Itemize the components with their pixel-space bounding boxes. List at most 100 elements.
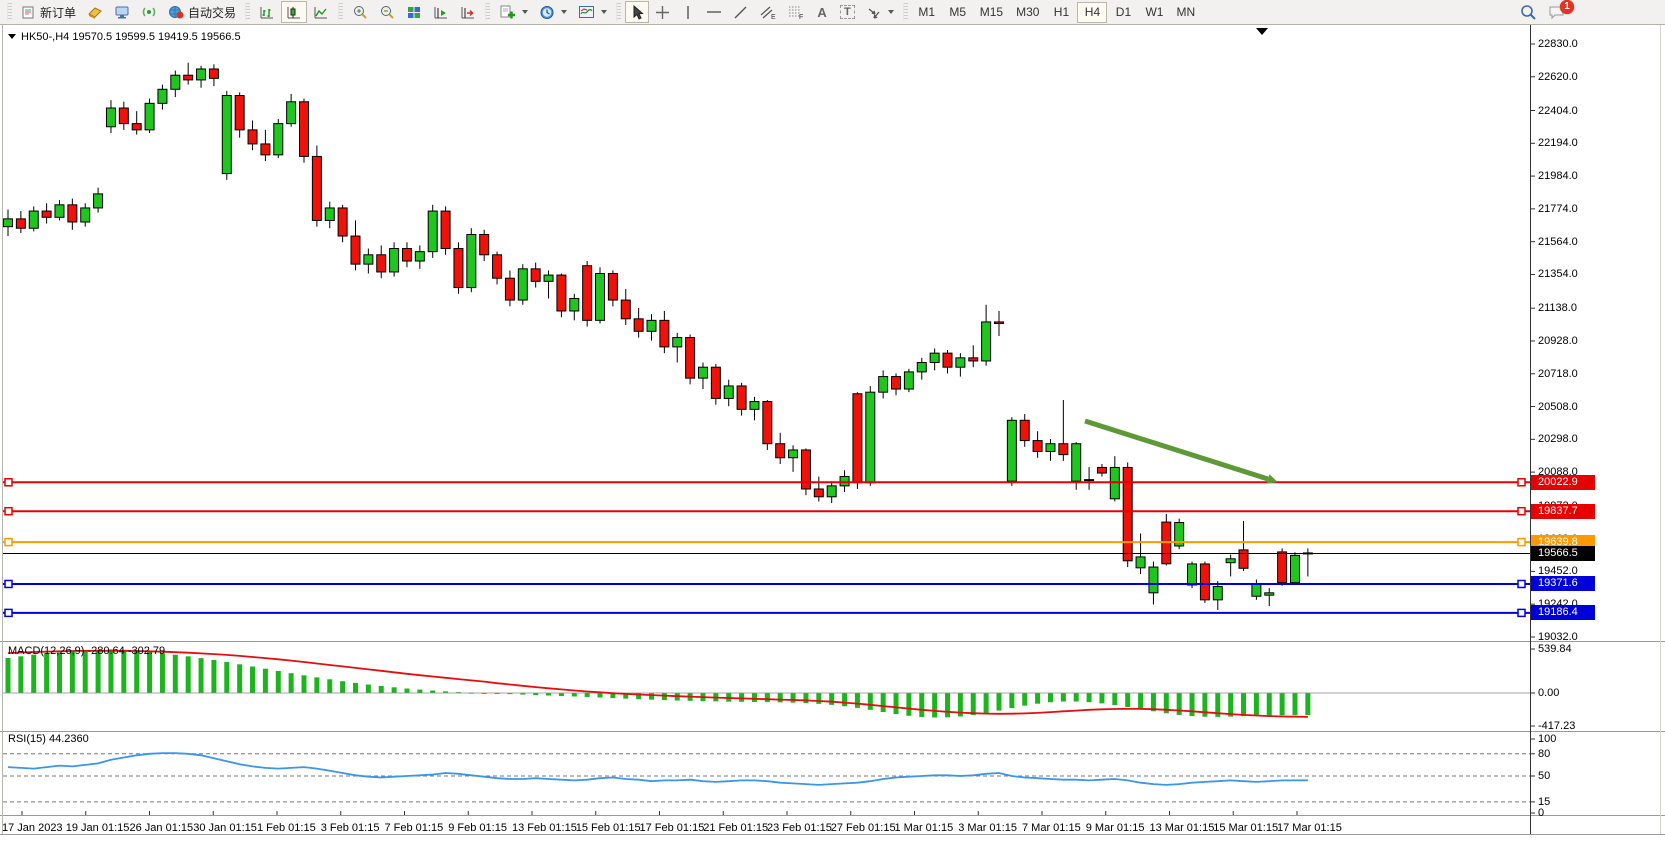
svg-text:E: E	[771, 14, 776, 20]
candles-button[interactable]	[281, 1, 308, 23]
rsi-scale-tick: 0	[1538, 807, 1545, 819]
price-line-badge[interactable]: 20022.9	[1531, 474, 1595, 490]
price-tick: 22194.0	[1538, 137, 1578, 150]
price-line-badge[interactable]: 19639.8	[1531, 534, 1595, 550]
rsi-scale-tick: 100	[1538, 733, 1557, 745]
timeframe-m15[interactable]: M15	[974, 2, 1009, 23]
timeframe-mn[interactable]: MN	[1170, 2, 1201, 23]
toolbar-grip[interactable]	[7, 3, 12, 21]
search-button[interactable]	[1514, 1, 1542, 23]
fibonacci-tool-button[interactable]: F	[782, 1, 809, 23]
timeframe-m30[interactable]: M30	[1010, 2, 1045, 23]
timeframe-w1[interactable]: W1	[1139, 2, 1169, 23]
price-line-badge[interactable]: 19186.4	[1531, 605, 1595, 621]
time-label: 27 Feb 01:15	[830, 822, 896, 834]
line-chart-button[interactable]	[308, 1, 334, 23]
notifications-button[interactable]: 1	[1543, 0, 1574, 23]
new-order-button[interactable]: 新订单	[16, 1, 81, 23]
price-tick: 21564.0	[1538, 235, 1578, 248]
price-tick: 21138.0	[1538, 302, 1577, 315]
timeframe-bar: M1 M5 M15 M30 H1 H4 D1 W1 MN	[912, 1, 1201, 23]
signals-button[interactable]	[136, 1, 162, 23]
autotrade-button[interactable]: 自动交易	[163, 1, 241, 23]
line-chart-icon	[313, 5, 329, 20]
zoom-out-button[interactable]	[374, 1, 400, 23]
chart-title-dropdown-icon[interactable]	[8, 34, 16, 39]
crosshair-tool-button[interactable]	[650, 1, 675, 23]
indicators-button[interactable]	[494, 1, 533, 23]
toolbar-grip[interactable]	[245, 3, 251, 21]
macd-scale-tick: 0.00	[1538, 687, 1560, 699]
price-line-badge[interactable]: 19371.6	[1531, 576, 1595, 592]
channel-tool-button[interactable]: E	[754, 1, 781, 23]
text-tool-button[interactable]: A	[810, 1, 834, 23]
horizontal-line-tool-button[interactable]	[701, 1, 727, 23]
price-tick: 20298.0	[1538, 433, 1578, 446]
templates-button[interactable]	[573, 1, 612, 23]
bar-chart-icon	[259, 5, 275, 20]
price-line-badge[interactable]: 19837.7	[1531, 503, 1595, 519]
trendline-tool-button[interactable]	[728, 1, 753, 23]
autotrade-icon	[168, 5, 184, 19]
toolbar-grip[interactable]	[338, 3, 344, 21]
arrows-tool-button[interactable]	[861, 1, 899, 23]
price-tick: 22404.0	[1538, 104, 1578, 117]
cursor-icon	[630, 4, 644, 20]
search-icon	[1519, 4, 1537, 21]
chart-canvas[interactable]	[0, 25, 1665, 843]
dropdown-arrow-icon	[887, 10, 894, 14]
chart-shift-button[interactable]	[455, 1, 481, 23]
price-tick: 19452.0	[1538, 565, 1578, 578]
zoom-out-icon	[379, 5, 395, 20]
vertical-line-tool-button[interactable]	[676, 1, 700, 23]
vertical-line-icon	[683, 5, 693, 20]
time-label: 13 Mar 01:15	[1149, 822, 1215, 834]
tile-windows-button[interactable]	[401, 1, 427, 23]
toolbar-grip[interactable]	[902, 3, 908, 21]
current-price-badge[interactable]: 19566.5	[1531, 546, 1595, 562]
bar-chart-button[interactable]	[254, 1, 280, 23]
terminal-icon	[114, 5, 130, 19]
time-label: 3 Feb 01:15	[320, 822, 380, 834]
timeframe-h4[interactable]: H4	[1077, 1, 1108, 23]
zoom-in-button[interactable]	[347, 1, 373, 23]
timeframe-d1[interactable]: D1	[1108, 2, 1138, 23]
auto-scroll-button[interactable]	[428, 1, 454, 23]
time-label: 1 Mar 01:15	[894, 822, 954, 834]
time-label: 21 Feb 01:15	[703, 822, 769, 834]
toolbar-grip[interactable]	[616, 3, 622, 21]
price-tick: 22830.0	[1538, 38, 1578, 50]
dropdown-arrow-icon	[601, 10, 608, 14]
time-label: 19 Jan 01:15	[65, 822, 130, 834]
timeframe-m5[interactable]: M5	[943, 2, 973, 23]
candlestick-icon	[286, 5, 302, 20]
time-label: 30 Jan 01:15	[193, 822, 257, 834]
price-tick: 21774.0	[1538, 202, 1578, 215]
macd-scale-tick: 539.84	[1538, 643, 1572, 655]
cursor-tool-button[interactable]	[625, 1, 650, 23]
auto-scroll-icon	[433, 5, 449, 20]
trendline-icon	[733, 5, 748, 20]
rsi-scale-tick: 50	[1538, 770, 1551, 782]
text-icon: A	[817, 4, 827, 20]
zoom-in-icon	[352, 5, 368, 20]
label-icon: T	[840, 5, 855, 19]
editor-button[interactable]	[82, 1, 108, 23]
price-tick: 20718.0	[1538, 367, 1578, 380]
terminal-button[interactable]	[109, 1, 135, 23]
chart-area[interactable]: HK50-,H4 19570.5 19599.5 19419.5 19566.5…	[0, 25, 1665, 843]
periods-button[interactable]	[534, 1, 572, 23]
time-label: 3 Mar 01:15	[958, 822, 1017, 834]
timeframe-m1[interactable]: M1	[912, 2, 942, 23]
time-label: 1 Feb 01:15	[257, 822, 316, 834]
periods-icon	[539, 5, 555, 20]
time-label: 26 Jan 01:15	[129, 822, 194, 834]
time-label: 17 Feb 01:15	[639, 822, 705, 834]
toolbar-grip[interactable]	[485, 3, 491, 21]
chart-shift-icon	[460, 5, 476, 20]
channel-icon: E	[759, 4, 776, 20]
timeframe-h1[interactable]: H1	[1046, 2, 1076, 23]
label-tool-button[interactable]: T	[835, 1, 860, 23]
editor-icon	[87, 5, 103, 19]
